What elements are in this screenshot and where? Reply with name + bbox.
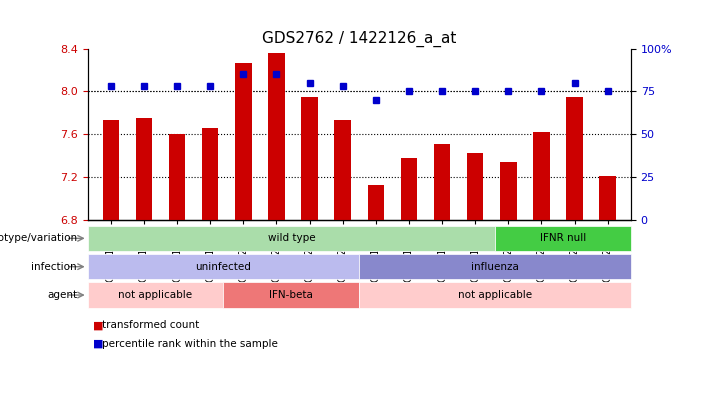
Text: infection: infection (32, 262, 77, 272)
FancyBboxPatch shape (224, 282, 359, 308)
Bar (102, 120, 119, 220)
Bar (301, 97, 318, 220)
FancyBboxPatch shape (359, 254, 631, 279)
Bar (235, 62, 252, 220)
Text: not applicable: not applicable (458, 290, 532, 300)
Title: GDS2762 / 1422126_a_at: GDS2762 / 1422126_a_at (262, 31, 456, 47)
Text: uninfected: uninfected (196, 262, 252, 272)
Bar (500, 162, 517, 220)
Bar (334, 120, 351, 220)
FancyBboxPatch shape (88, 226, 495, 251)
FancyBboxPatch shape (495, 226, 631, 251)
Bar (566, 97, 583, 220)
FancyBboxPatch shape (88, 254, 359, 279)
Bar (467, 153, 484, 220)
Bar (268, 53, 285, 220)
Text: IFNR null: IFNR null (540, 233, 586, 243)
Text: influenza: influenza (471, 262, 519, 272)
Text: not applicable: not applicable (118, 290, 193, 300)
Bar (169, 134, 185, 220)
Text: percentile rank within the sample: percentile rank within the sample (102, 339, 278, 349)
Text: agent: agent (47, 290, 77, 300)
Text: transformed count: transformed count (102, 320, 199, 330)
FancyBboxPatch shape (88, 282, 224, 308)
Bar (202, 128, 219, 220)
Bar (533, 132, 550, 220)
Bar (599, 176, 616, 220)
Text: ■: ■ (93, 339, 103, 349)
Bar (434, 144, 450, 220)
Bar (401, 158, 417, 220)
Bar (367, 185, 384, 220)
Text: ■: ■ (93, 320, 103, 330)
Text: wild type: wild type (268, 233, 315, 243)
FancyBboxPatch shape (359, 282, 631, 308)
Bar (136, 118, 152, 220)
Text: genotype/variation: genotype/variation (0, 233, 77, 243)
Text: IFN-beta: IFN-beta (269, 290, 313, 300)
